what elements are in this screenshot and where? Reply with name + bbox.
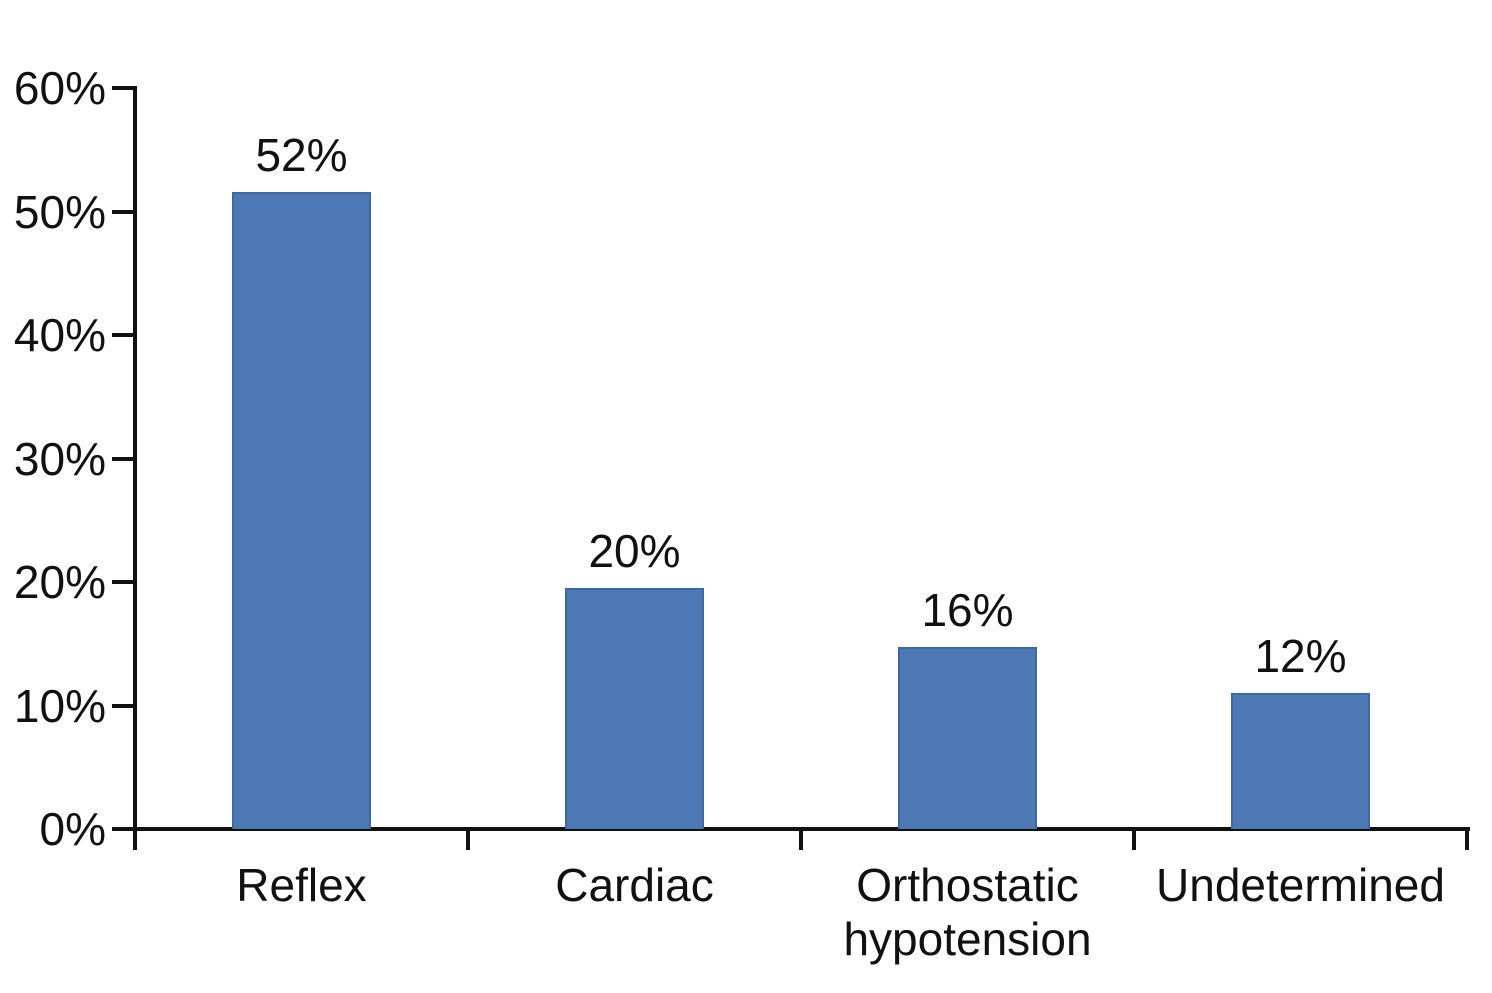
- bar: [565, 588, 704, 829]
- bar-group-orthostatic-hypotension: 16% Orthostatic hypotension: [801, 0, 1134, 993]
- category-label: Undetermined: [1156, 859, 1445, 911]
- x-axis-tick: [799, 829, 803, 850]
- y-tick-label: 20%: [13, 556, 106, 608]
- category-label: Orthostatic hypotension: [843, 859, 1092, 965]
- bar-value-label: 20%: [588, 525, 681, 577]
- bar: [232, 192, 371, 829]
- x-axis-line: [113, 827, 1470, 831]
- y-axis-tick: [112, 86, 135, 90]
- y-tick-label: 60%: [13, 62, 106, 114]
- x-axis-tick: [466, 829, 470, 850]
- bar: [898, 647, 1037, 829]
- bar-value-label: 12%: [1254, 630, 1347, 682]
- y-axis-tick: [112, 827, 135, 831]
- bar-value-label: 52%: [255, 129, 348, 181]
- y-axis-line: [133, 86, 137, 850]
- bar-value-label: 16%: [921, 584, 1014, 636]
- y-tick-label: 30%: [13, 433, 106, 485]
- bar-group-reflex: 52% Reflex: [135, 0, 468, 993]
- bar: [1231, 693, 1370, 829]
- x-axis-tick: [1465, 829, 1469, 850]
- category-label: Reflex: [236, 859, 367, 911]
- y-axis-tick: [112, 580, 135, 584]
- y-tick-label: 0%: [39, 803, 106, 855]
- y-axis-tick: [112, 210, 135, 214]
- y-axis-tick: [112, 704, 135, 708]
- y-tick-label: 50%: [13, 186, 106, 238]
- bar-group-cardiac: 20% Cardiac: [468, 0, 801, 993]
- y-tick-label: 10%: [13, 680, 106, 732]
- category-label: Cardiac: [555, 859, 714, 911]
- bar-group-undetermined: 12% Undetermined: [1134, 0, 1467, 993]
- y-axis-tick: [112, 457, 135, 461]
- y-axis-tick: [112, 333, 135, 337]
- y-tick-label: 40%: [13, 309, 106, 361]
- x-axis-tick: [1132, 829, 1136, 850]
